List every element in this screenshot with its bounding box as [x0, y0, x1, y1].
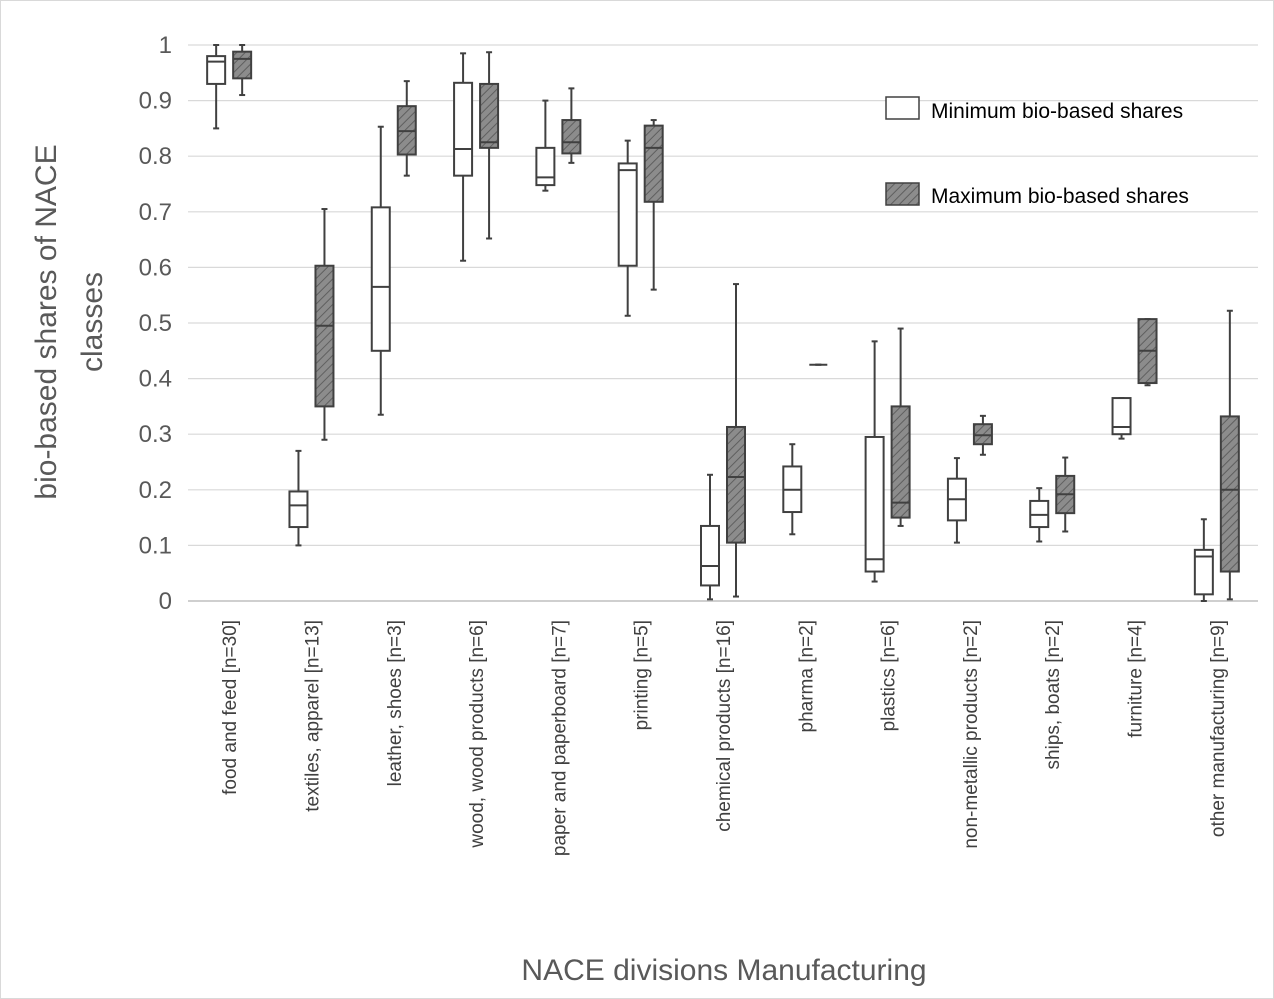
box-iqr: [1219, 415, 1240, 573]
box-maximum: [396, 80, 417, 177]
box-maximum: [314, 208, 335, 441]
box-minimum: [946, 457, 967, 544]
box-maximum: [643, 119, 664, 291]
box-iqr: [972, 423, 993, 446]
box-minimum: [864, 340, 885, 583]
box-maximum: [479, 51, 500, 240]
y-tick-label: 0.5: [139, 310, 172, 337]
box-minimum: [1029, 487, 1050, 543]
box-iqr: [1111, 397, 1132, 436]
box-iqr: [643, 124, 664, 203]
legend-swatch-maximum: [885, 182, 920, 206]
boxes: [206, 44, 1240, 602]
y-tick-label: 0.8: [139, 143, 172, 170]
x-category-label: non-metallic products [n=2]: [961, 620, 982, 849]
box-iqr: [314, 264, 335, 408]
legend-label-maximum: Maximum bio-based shares: [931, 185, 1189, 208]
y-tick-label: 0.1: [139, 532, 172, 559]
box-minimum: [206, 44, 227, 130]
box-iqr: [535, 146, 556, 187]
box-minimum: [782, 443, 803, 536]
legend: Minimum bio-based shares Maximum bio-bas…: [885, 96, 1189, 208]
box-minimum: [700, 473, 720, 601]
legend-label-minimum: Minimum bio-based shares: [931, 100, 1183, 123]
x-category-label: printing [n=5]: [632, 620, 653, 730]
box-maximum: [1137, 318, 1158, 387]
y-tick-label: 0.6: [139, 254, 172, 281]
box-minimum: [1193, 518, 1214, 602]
box-minimum: [370, 125, 391, 416]
y-tick-label: 0.3: [139, 421, 172, 448]
box-minimum: [288, 449, 309, 547]
box-maximum: [1055, 456, 1076, 533]
box-iqr: [479, 82, 500, 149]
box-maximum: [1219, 309, 1240, 601]
x-category-label: food and feed [n=30]: [220, 620, 241, 795]
x-category-label: textiles, apparel [n=13]: [302, 620, 323, 812]
y-axis-title-line-2: classes: [76, 272, 109, 372]
box-iqr: [617, 162, 638, 267]
box-iqr: [453, 81, 474, 177]
y-tick-label: 1: [159, 32, 172, 59]
x-category-label: furniture [n=4]: [1126, 620, 1147, 738]
box-maximum: [972, 414, 993, 456]
x-category-label: other manufacturing [n=9]: [1208, 620, 1229, 837]
box-iqr: [232, 50, 253, 80]
box-maximum: [726, 283, 746, 598]
x-category-label: plastics [n=6]: [879, 620, 900, 731]
box-maximum: [890, 327, 911, 527]
x-category-label: chemical products [n=16]: [714, 620, 735, 832]
box-minimum: [453, 52, 474, 262]
box-iqr: [890, 405, 911, 519]
box-minimum: [617, 139, 638, 317]
x-axis-title: NACE divisions Manufacturing: [521, 954, 926, 987]
box-iqr: [561, 119, 582, 155]
box-iqr: [370, 206, 391, 352]
x-category-label: leather, shoes [n=3]: [385, 620, 406, 786]
y-axis-title-line-1: bio-based shares of NACE: [30, 144, 63, 499]
box-iqr: [864, 435, 885, 573]
box-iqr: [206, 55, 227, 85]
box-iqr: [726, 425, 746, 544]
y-tick-label: 0.2: [139, 477, 172, 504]
x-category-label: paper and paperboard [n=7]: [549, 620, 570, 856]
box-iqr: [1193, 548, 1214, 596]
legend-swatch-minimum: [885, 96, 920, 120]
box-maximum: [232, 44, 253, 97]
box-iqr: [288, 490, 309, 529]
x-category-label: wood, wood products [n=6]: [467, 620, 488, 849]
x-category-label: pharma [n=2]: [796, 620, 817, 733]
box-minimum: [535, 99, 556, 192]
y-tick-label: 0.7: [139, 199, 172, 226]
y-tick-label: 0.4: [139, 366, 172, 393]
y-tick-labels: 0 0.1 0.2 0.3 0.4 0.5 0.6 0.7 0.8 0.9 1: [139, 32, 172, 615]
x-category-labels: food and feed [n=30] textiles, apparel [n…: [220, 620, 1229, 856]
box-maximum: [561, 87, 582, 164]
gridlines: [188, 44, 1258, 602]
box-iqr: [700, 524, 720, 587]
box-minimum: [1111, 397, 1132, 440]
x-category-label: ships, boats [n=2]: [1043, 620, 1064, 769]
y-tick-label: 0: [159, 588, 172, 615]
y-tick-label: 0.9: [139, 88, 172, 115]
